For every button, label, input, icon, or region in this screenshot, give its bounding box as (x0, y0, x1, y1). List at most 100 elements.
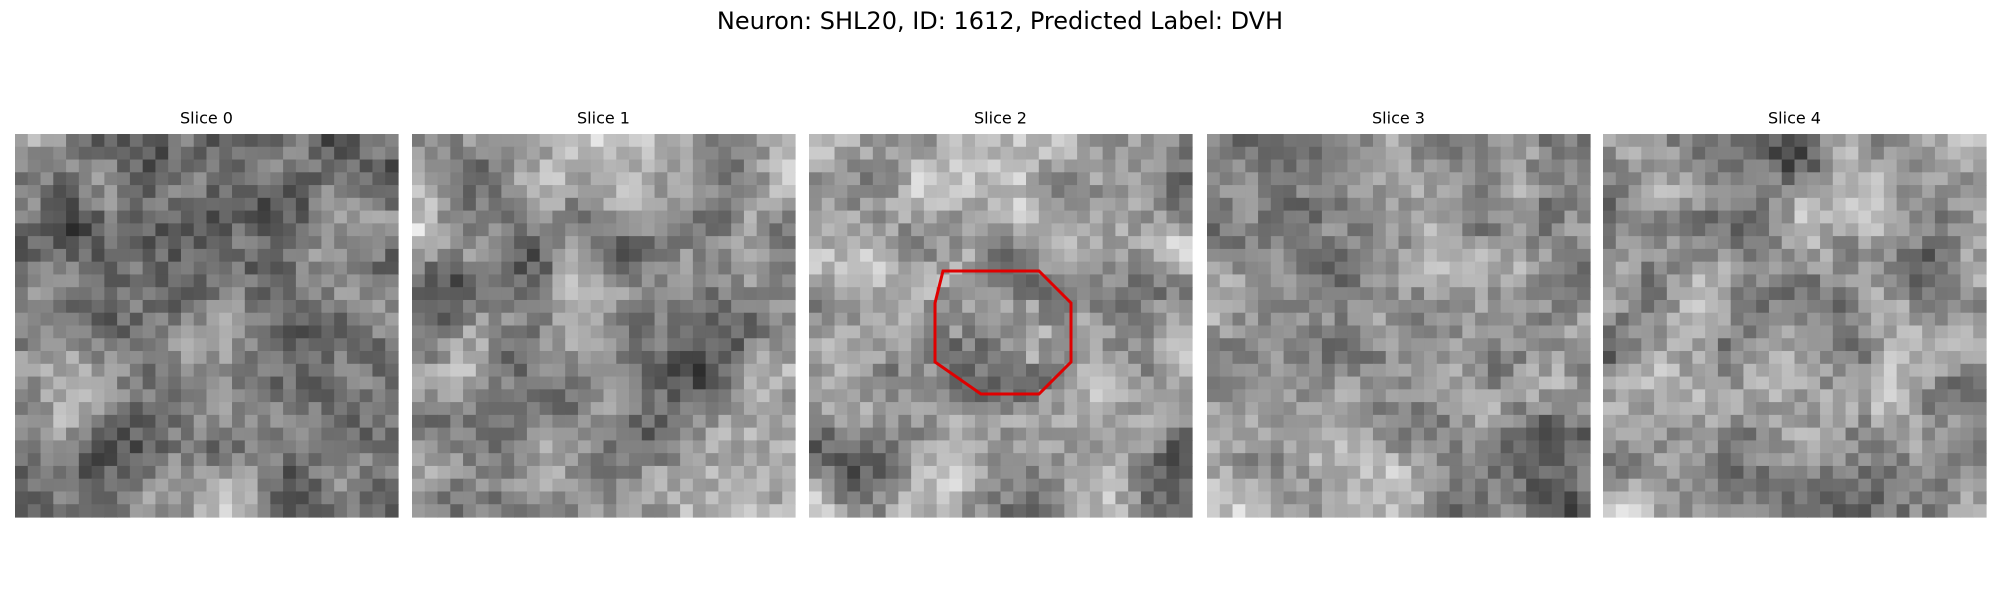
pixel (821, 185, 836, 199)
pixel (1820, 478, 1834, 493)
pixel (168, 287, 182, 301)
pixel (718, 287, 732, 301)
pixel (1564, 197, 1578, 212)
pixel (104, 338, 118, 352)
pixel (232, 414, 246, 429)
pixel (180, 223, 195, 237)
pixel (40, 197, 54, 212)
pixel (372, 134, 386, 148)
pixel (219, 376, 233, 390)
pixel (1922, 274, 1936, 288)
pixel (1077, 248, 1091, 263)
pixel (565, 274, 579, 288)
pixel (1360, 389, 1374, 403)
pixel (1013, 338, 1027, 352)
pixel (1051, 312, 1065, 327)
pixel (283, 427, 297, 441)
pixel (359, 504, 374, 518)
pixel (629, 363, 643, 378)
pixel (475, 376, 490, 390)
pixel (412, 236, 426, 250)
pixel (1832, 299, 1847, 314)
pixel (847, 478, 861, 493)
pixel (962, 402, 976, 416)
pixel (1245, 376, 1259, 390)
pixel (257, 351, 271, 365)
pixel (359, 236, 374, 250)
pixel (308, 351, 322, 365)
pixel (1462, 261, 1476, 276)
pixel (629, 504, 643, 518)
pixel (962, 325, 976, 339)
pixel (743, 185, 758, 199)
pixel (385, 185, 399, 199)
pixel (321, 236, 335, 250)
pixel (321, 504, 335, 518)
pixel (193, 134, 208, 148)
pixel (321, 402, 335, 416)
pixel (974, 248, 989, 263)
pixel (552, 363, 566, 378)
pixel (1347, 134, 1361, 148)
pixel (1934, 146, 1949, 161)
pixel (974, 351, 989, 365)
pixel (654, 376, 668, 390)
pixel (834, 185, 848, 199)
pixel (1896, 427, 1910, 441)
pixel (244, 389, 259, 403)
pixel (104, 376, 118, 390)
pixel (385, 491, 399, 505)
pixel (1934, 325, 1949, 339)
pixel (78, 504, 93, 518)
pixel (1679, 299, 1693, 314)
pixel (974, 236, 989, 250)
pixel (142, 287, 157, 301)
pixel (412, 414, 426, 429)
pixel (257, 478, 271, 493)
pixel (1794, 287, 1808, 301)
pixel (1756, 185, 1770, 199)
pixel (1411, 223, 1425, 237)
pixel (1179, 478, 1193, 493)
pixel (1526, 134, 1540, 148)
pixel (1232, 465, 1246, 480)
pixel (437, 146, 451, 161)
pixel (565, 389, 579, 403)
pixel (539, 402, 554, 416)
pixel (437, 134, 451, 148)
pixel (475, 159, 490, 173)
pixel (1207, 414, 1221, 429)
pixel (412, 453, 426, 467)
pixel (1666, 402, 1681, 416)
slice-image (15, 134, 399, 518)
pixel (834, 504, 848, 518)
pixel (1385, 210, 1400, 224)
pixel (1730, 210, 1745, 224)
pixel (1538, 274, 1553, 288)
pixel (1538, 351, 1553, 365)
pixel (104, 197, 118, 212)
pixel (450, 491, 464, 505)
pixel (1000, 261, 1014, 276)
pixel (1832, 287, 1847, 301)
pixel (1115, 248, 1129, 263)
pixel (1283, 299, 1297, 314)
pixel (1922, 414, 1936, 429)
pixel (257, 261, 271, 276)
pixel (936, 197, 951, 212)
pixel (244, 351, 259, 365)
pixel (1513, 299, 1527, 314)
pixel (898, 236, 912, 250)
pixel (1603, 427, 1617, 441)
pixel (923, 197, 938, 212)
pixel (283, 312, 297, 327)
pixel (334, 453, 348, 467)
pixel (1947, 363, 1962, 378)
pixel (1500, 236, 1514, 250)
pixel (1064, 236, 1078, 250)
pixel (769, 299, 783, 314)
pixel (590, 312, 605, 327)
pixel (219, 491, 233, 505)
pixel (437, 465, 451, 480)
pixel (40, 261, 54, 276)
